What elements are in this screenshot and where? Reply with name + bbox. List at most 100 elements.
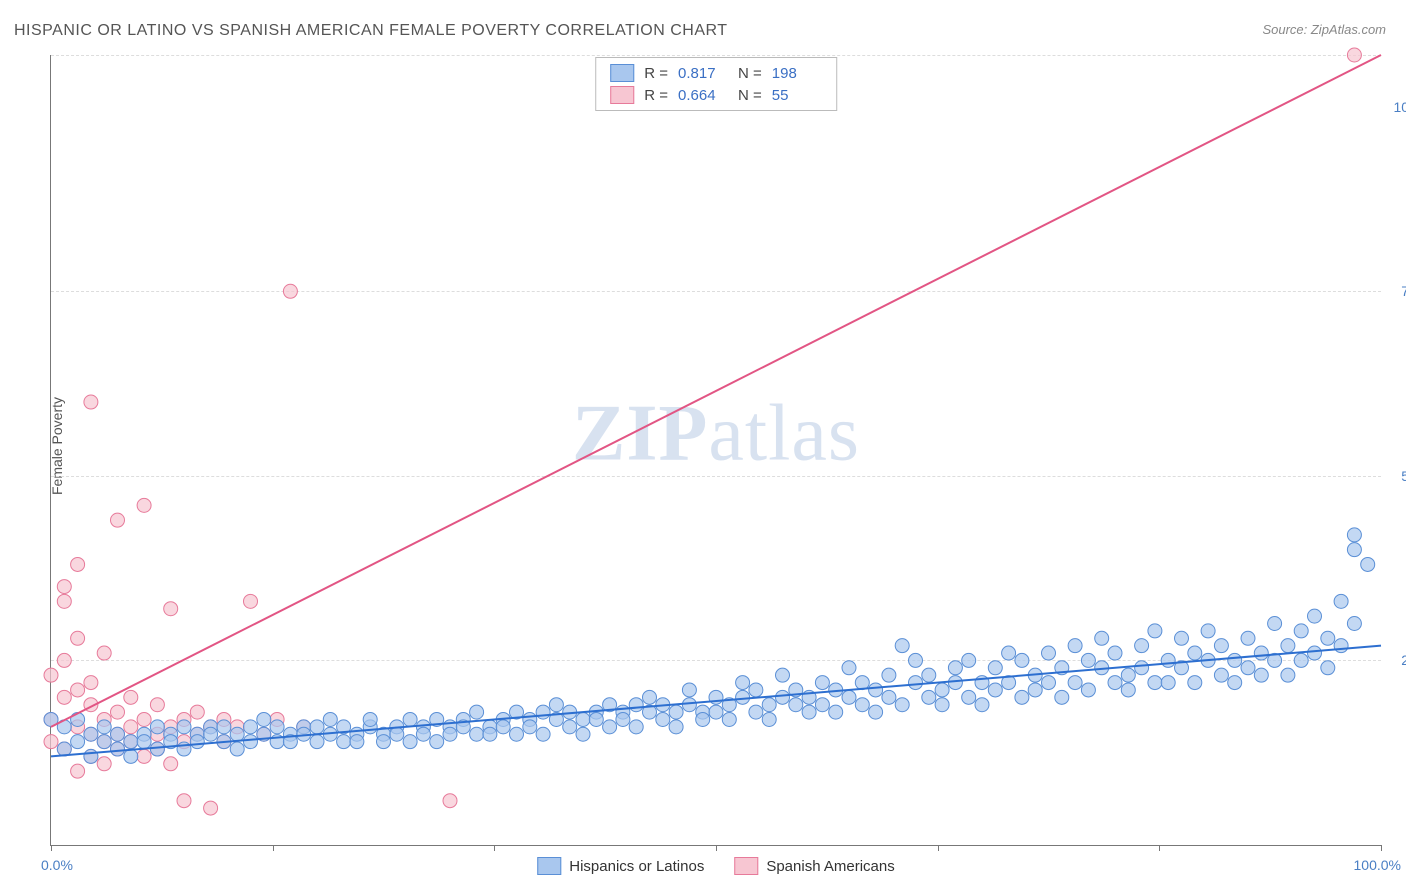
data-point [1347, 48, 1361, 62]
data-point [71, 764, 85, 778]
plot-area: ZIPatlas 25.0%50.0%75.0%100.0% R = 0.817… [50, 55, 1381, 846]
x-tick [938, 845, 939, 851]
y-tick-label: 25.0% [1401, 652, 1406, 668]
data-point [97, 720, 111, 734]
data-point [922, 690, 936, 704]
data-point [1201, 624, 1215, 638]
y-tick-label: 100.0% [1394, 99, 1406, 115]
data-point [1241, 661, 1255, 675]
data-point [802, 705, 816, 719]
data-point [150, 698, 164, 712]
data-point [682, 698, 696, 712]
series-legend: Hispanics or Latinos Spanish Americans [537, 857, 894, 875]
data-point [97, 757, 111, 771]
scatter-svg [51, 55, 1381, 845]
data-point [244, 720, 258, 734]
data-point [1175, 631, 1189, 645]
data-point [762, 712, 776, 726]
data-point [44, 668, 58, 682]
data-point [1254, 668, 1268, 682]
swatch-series2-icon [734, 857, 758, 875]
data-point [922, 668, 936, 682]
data-point [749, 705, 763, 719]
data-point [111, 705, 125, 719]
data-point [776, 690, 790, 704]
data-point [1095, 631, 1109, 645]
data-point [576, 727, 590, 741]
data-point [217, 720, 231, 734]
data-point [842, 690, 856, 704]
data-point [988, 661, 1002, 675]
data-point [829, 705, 843, 719]
data-point [1161, 653, 1175, 667]
data-point [1228, 676, 1242, 690]
data-point [310, 720, 324, 734]
data-point [669, 705, 683, 719]
data-point [1308, 609, 1322, 623]
data-point [1015, 690, 1029, 704]
data-point [124, 735, 138, 749]
data-point [390, 727, 404, 741]
data-point [150, 720, 164, 734]
data-point [124, 690, 138, 704]
data-point [1068, 676, 1082, 690]
data-point [403, 735, 417, 749]
data-point [111, 513, 125, 527]
data-point [1121, 683, 1135, 697]
data-point [71, 631, 85, 645]
data-point [323, 712, 337, 726]
x-axis-min-label: 0.0% [41, 857, 73, 873]
data-point [150, 742, 164, 756]
data-point [124, 749, 138, 763]
data-point [909, 653, 923, 667]
data-point [882, 668, 896, 682]
x-tick [273, 845, 274, 851]
data-point [1015, 653, 1029, 667]
data-point [789, 698, 803, 712]
data-point [257, 712, 271, 726]
data-point [988, 683, 1002, 697]
data-point [1135, 639, 1149, 653]
data-point [1188, 646, 1202, 660]
data-point [1347, 543, 1361, 557]
data-point [430, 735, 444, 749]
x-tick [51, 845, 52, 851]
x-tick [494, 845, 495, 851]
data-point [137, 749, 151, 763]
data-point [57, 690, 71, 704]
data-point [1254, 646, 1268, 660]
data-point [190, 705, 204, 719]
data-point [84, 749, 98, 763]
data-point [84, 676, 98, 690]
data-point [643, 690, 657, 704]
data-point [1334, 639, 1348, 653]
data-point [869, 705, 883, 719]
data-point [1081, 683, 1095, 697]
data-point [1161, 676, 1175, 690]
data-point [1188, 676, 1202, 690]
data-point [230, 727, 244, 741]
data-point [337, 735, 351, 749]
data-point [589, 712, 603, 726]
data-point [71, 557, 85, 571]
data-point [842, 661, 856, 675]
data-point [1042, 676, 1056, 690]
data-point [722, 712, 736, 726]
data-point [177, 720, 191, 734]
x-tick [1381, 845, 1382, 851]
data-point [1135, 661, 1149, 675]
data-point [71, 683, 85, 697]
data-point [682, 683, 696, 697]
data-point [377, 735, 391, 749]
data-point [1214, 639, 1228, 653]
data-point [549, 698, 563, 712]
data-point [1334, 594, 1348, 608]
data-point [496, 720, 510, 734]
data-point [1347, 528, 1361, 542]
data-point [1055, 690, 1069, 704]
data-point [736, 676, 750, 690]
data-point [1241, 631, 1255, 645]
data-point [536, 727, 550, 741]
data-point [1228, 653, 1242, 667]
data-point [244, 594, 258, 608]
